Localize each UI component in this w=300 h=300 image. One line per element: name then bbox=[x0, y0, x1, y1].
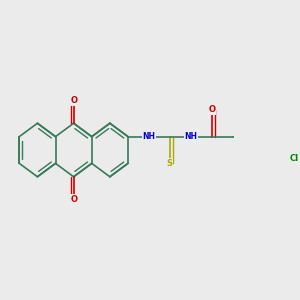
Text: NH: NH bbox=[142, 132, 155, 141]
Text: S: S bbox=[167, 159, 173, 168]
Text: NH: NH bbox=[184, 132, 197, 141]
Text: O: O bbox=[70, 97, 77, 106]
Text: Cl: Cl bbox=[290, 154, 298, 164]
Text: O: O bbox=[208, 105, 215, 114]
Text: O: O bbox=[70, 194, 77, 203]
